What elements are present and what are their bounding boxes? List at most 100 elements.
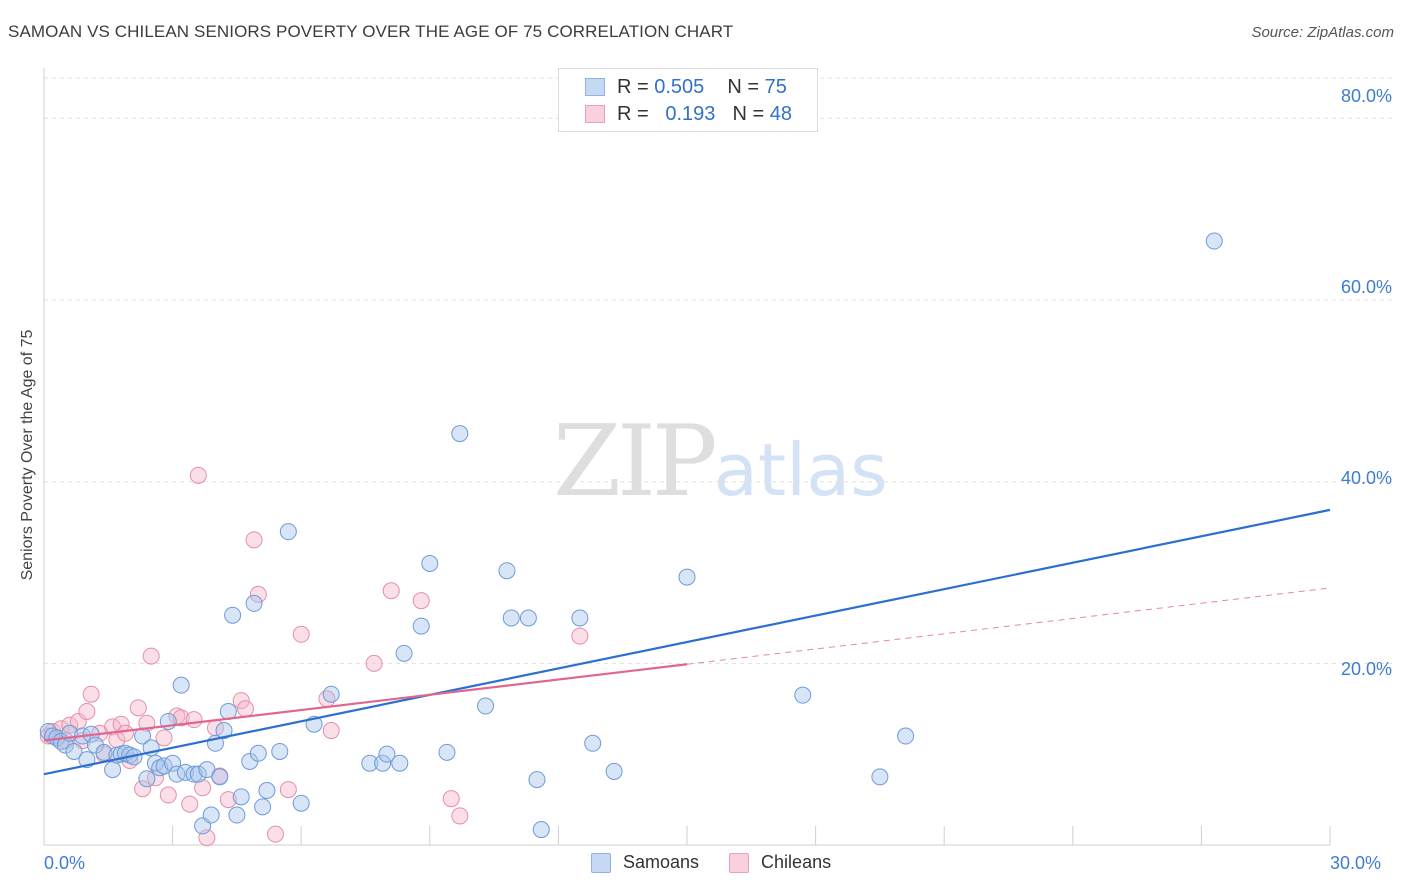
samoans-point-57 — [421, 554, 439, 572]
chileans-point-26 — [181, 795, 199, 813]
x-tick-label-max: 30.0% — [1330, 853, 1382, 873]
watermark-zip: ZIP — [553, 405, 718, 519]
watermark-atlas: atlas — [713, 428, 888, 512]
samoans-point-65 — [532, 821, 550, 839]
chileans-point-28 — [189, 466, 207, 484]
chileans-point-34 — [232, 692, 250, 710]
chileans-point-43 — [365, 654, 383, 672]
samoans-point-68 — [605, 762, 623, 780]
chileans-swatch — [729, 852, 750, 873]
chileans-point-23 — [159, 786, 177, 804]
chileans-point-33 — [219, 791, 237, 809]
samoans-point-59 — [451, 425, 469, 443]
chileans-point-45 — [412, 592, 430, 610]
series-legend-samoans[interactable]: Samoans — [591, 852, 699, 873]
samoans-point-69 — [678, 568, 696, 586]
chileans-point-35 — [236, 700, 254, 718]
legend-r-label: R = — [617, 102, 649, 125]
samoans-point-61 — [498, 562, 516, 580]
chileans-point-27 — [185, 711, 203, 729]
legend-r-label: R = — [617, 75, 649, 98]
samoans-point-47 — [279, 523, 297, 541]
correlation-legend: R = 0.505 N = 75 R = 0.193 N = 48 — [558, 68, 818, 132]
samoans-point-46 — [271, 742, 289, 760]
samoans-point-36 — [215, 722, 233, 740]
samoans-legend-label: Samoans — [623, 852, 700, 872]
samoans-point-50 — [322, 685, 340, 703]
chileans-point-9 — [82, 685, 100, 703]
chileans-point-42 — [322, 722, 340, 740]
samoans-point-48 — [292, 794, 310, 812]
samoans-point-54 — [391, 754, 409, 772]
samoans-point-25 — [164, 754, 182, 772]
samoans-point-40 — [232, 788, 250, 806]
samoans-point-42 — [245, 594, 263, 612]
samoans-point-32 — [198, 761, 216, 779]
samoans-point-11 — [95, 743, 113, 761]
samoans-point-28 — [176, 763, 194, 781]
samoans-point-43 — [249, 744, 267, 762]
chileans-point-47 — [451, 807, 469, 825]
chileans-point-25 — [172, 709, 190, 727]
chileans-point-21 — [146, 769, 164, 787]
x-tick-label-min: 0.0% — [44, 853, 86, 873]
legend-row-chileans: R = 0.193 N = 48 — [585, 103, 792, 125]
legend-swatch-chileans — [585, 105, 605, 123]
samoans-point-58 — [438, 743, 456, 761]
chileans-point-48 — [571, 627, 589, 645]
samoans-point-12 — [104, 761, 122, 779]
samoans-point-45 — [258, 782, 276, 800]
source-label: Source: ZipAtlas.com — [1251, 24, 1394, 41]
samoans-point-52 — [374, 754, 392, 772]
legend-n-value: 75 — [764, 75, 787, 98]
samoans-point-64 — [528, 771, 546, 789]
samoans-point-27 — [172, 676, 190, 694]
chileans-trend-extension — [686, 587, 1331, 665]
y-tick-label-60: 60.0% — [1340, 277, 1392, 297]
chileans-point-37 — [249, 585, 267, 603]
samoans-point-55 — [395, 644, 413, 662]
legend-n-label: N = — [727, 75, 760, 98]
legend-n-value: 48 — [769, 102, 792, 125]
chileans-trend-line — [43, 663, 688, 742]
chileans-point-46 — [442, 790, 460, 808]
samoans-point-6 — [65, 742, 83, 760]
samoans-point-56 — [412, 617, 430, 635]
legend-n-label: N = — [732, 102, 765, 125]
samoans-point-71 — [871, 768, 889, 786]
samoans-point-44 — [254, 798, 272, 816]
series-legend: Samoans Chileans — [591, 852, 861, 873]
legend-r-value: 0.193 — [665, 102, 716, 125]
samoans-swatch — [591, 852, 611, 873]
samoans-point-66 — [571, 609, 589, 627]
chileans-point-38 — [266, 825, 284, 843]
y-tick-label-80: 80.0% — [1340, 86, 1392, 106]
samoans-point-51 — [361, 754, 379, 772]
y-tick-label-20: 20.0% — [1340, 659, 1392, 679]
y-axis-label: Seniors Poverty Over the Age of 75 — [19, 329, 36, 581]
chileans-point-36 — [245, 531, 263, 549]
legend-row-samoans: R = 0.505 N = 75 — [585, 76, 787, 98]
samoans-trend-line — [43, 508, 1331, 776]
y-tick-label-40: 40.0% — [1340, 468, 1392, 488]
samoans-point-30 — [189, 765, 207, 783]
samoans-point-19 — [138, 770, 156, 788]
chileans-point-44 — [382, 582, 400, 600]
chileans-point-20 — [142, 647, 160, 665]
samoans-point-39 — [228, 806, 246, 824]
series-legend-chileans[interactable]: Chileans — [729, 852, 831, 873]
samoans-point-67 — [584, 734, 602, 752]
samoans-point-62 — [502, 609, 520, 627]
watermark: ZIPatlas — [553, 405, 888, 519]
samoans-point-38 — [224, 606, 242, 624]
samoans-point-26 — [168, 765, 186, 783]
samoans-point-60 — [477, 697, 495, 715]
chileans-point-15 — [116, 724, 134, 742]
chileans-point-39 — [279, 781, 297, 799]
samoans-point-53 — [378, 745, 396, 763]
chileans-legend-label: Chileans — [761, 852, 832, 872]
chileans-point-8 — [78, 702, 96, 720]
legend-swatch-samoans — [585, 78, 605, 96]
chileans-point-17 — [129, 699, 147, 717]
